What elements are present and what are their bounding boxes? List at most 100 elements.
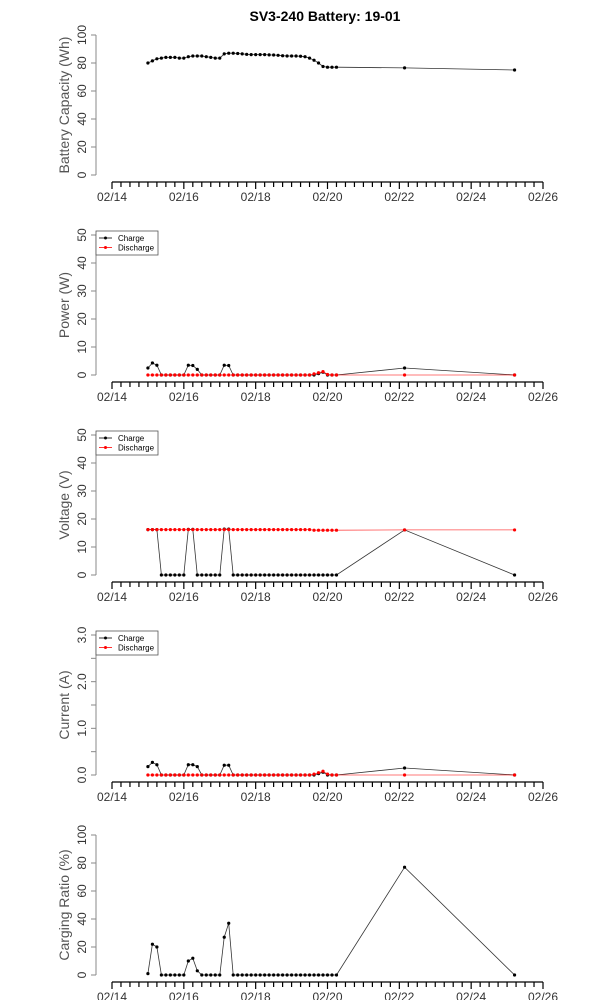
y-tick-label: 20 bbox=[75, 940, 89, 954]
data-point-discharge bbox=[191, 373, 195, 377]
data-point-discharge bbox=[402, 773, 407, 777]
data-point-discharge bbox=[307, 528, 312, 532]
data-point-discharge bbox=[173, 528, 177, 532]
x-tick-label: 02/20 bbox=[312, 390, 342, 404]
data-point-discharge bbox=[213, 373, 217, 377]
y-tick-label: 3.0 bbox=[75, 626, 89, 643]
series-line-ratio bbox=[147, 866, 515, 976]
legend-box bbox=[95, 630, 159, 656]
data-point-discharge bbox=[321, 370, 325, 374]
y-tick-label: 0.0 bbox=[75, 766, 89, 783]
data-point-discharge bbox=[236, 528, 240, 532]
data-point-charge bbox=[276, 573, 280, 577]
data-point-capacity bbox=[168, 55, 172, 60]
data-point-capacity bbox=[298, 54, 303, 58]
data-point-discharge bbox=[289, 773, 294, 777]
data-point-ratio bbox=[289, 973, 294, 977]
data-point-capacity bbox=[231, 51, 235, 55]
data-point-discharge bbox=[254, 528, 258, 532]
data-point-discharge bbox=[307, 373, 312, 377]
data-point-ratio bbox=[195, 969, 199, 973]
data-point-discharge bbox=[164, 773, 168, 777]
data-point-discharge bbox=[303, 373, 307, 377]
data-point-charge bbox=[289, 573, 294, 577]
x-tick-label: 02/24 bbox=[456, 590, 486, 604]
data-point-discharge bbox=[209, 773, 213, 777]
data-point-capacity bbox=[186, 55, 190, 59]
x-tick-label: 02/16 bbox=[169, 590, 199, 604]
data-point-charge bbox=[173, 573, 177, 577]
y-tick-label: 0 bbox=[75, 571, 89, 578]
data-point-charge bbox=[236, 573, 240, 577]
y-tick-label: 0 bbox=[75, 171, 89, 178]
data-point-charge bbox=[227, 763, 231, 767]
data-point-discharge bbox=[227, 528, 231, 532]
data-point-charge bbox=[168, 573, 172, 577]
data-point-ratio bbox=[330, 973, 334, 977]
x-tick-label: 02/14 bbox=[97, 590, 127, 604]
data-point-discharge bbox=[272, 528, 276, 532]
data-point-ratio bbox=[285, 973, 289, 977]
data-point-charge bbox=[191, 363, 195, 368]
data-point-discharge bbox=[236, 773, 240, 777]
data-point-discharge bbox=[195, 773, 199, 777]
data-point-discharge bbox=[294, 773, 298, 777]
data-point-discharge bbox=[334, 373, 339, 377]
data-point-discharge bbox=[330, 773, 334, 777]
data-point-discharge bbox=[222, 373, 226, 377]
data-point-discharge bbox=[191, 528, 195, 532]
data-point-charge bbox=[195, 573, 199, 577]
data-point-discharge bbox=[159, 773, 163, 777]
data-point-charge bbox=[150, 361, 155, 365]
data-point-discharge bbox=[321, 528, 325, 532]
x-tick-label: 02/18 bbox=[241, 190, 271, 204]
data-point-discharge bbox=[285, 373, 289, 377]
data-point-capacity bbox=[159, 56, 163, 60]
data-point-discharge bbox=[218, 528, 222, 532]
data-point-charge bbox=[155, 763, 159, 767]
data-point-charge bbox=[267, 573, 271, 577]
data-point-capacity bbox=[177, 56, 181, 60]
data-point-discharge bbox=[334, 528, 339, 532]
y-tick-label: 40 bbox=[75, 912, 89, 926]
data-point-discharge bbox=[249, 773, 253, 777]
data-point-ratio bbox=[159, 973, 163, 977]
data-point-ratio bbox=[173, 973, 177, 977]
data-point-charge bbox=[321, 573, 325, 577]
x-tick-label: 02/22 bbox=[384, 390, 414, 404]
x-tick-label: 02/26 bbox=[528, 190, 558, 204]
data-point-discharge bbox=[186, 373, 190, 377]
data-point-ratio bbox=[307, 973, 312, 977]
y-tick-label: 20 bbox=[75, 312, 89, 326]
data-point-discharge bbox=[325, 372, 330, 377]
legend-marker-discharge bbox=[104, 246, 107, 249]
data-point-charge bbox=[231, 573, 235, 577]
data-point-discharge bbox=[263, 773, 267, 777]
data-point-ratio bbox=[164, 973, 168, 977]
data-point-discharge bbox=[209, 528, 213, 532]
x-tick-label: 02/14 bbox=[97, 790, 127, 804]
data-point-ratio bbox=[263, 973, 267, 977]
data-point-ratio bbox=[267, 973, 271, 977]
data-point-discharge bbox=[281, 528, 285, 532]
data-point-charge bbox=[159, 573, 163, 577]
data-point-discharge bbox=[245, 528, 249, 532]
y-tick-label: 100 bbox=[75, 25, 89, 45]
data-point-ratio bbox=[236, 973, 240, 977]
data-point-discharge bbox=[316, 528, 321, 532]
x-tick-label: 02/18 bbox=[241, 590, 271, 604]
data-point-discharge bbox=[258, 373, 262, 377]
data-point-discharge bbox=[191, 773, 195, 777]
data-point-discharge bbox=[155, 528, 159, 532]
y-tick-label: 1.0 bbox=[75, 720, 89, 737]
data-point-discharge bbox=[204, 773, 208, 777]
data-point-discharge bbox=[182, 773, 186, 777]
data-point-charge bbox=[254, 573, 258, 577]
y-tick-label: 10 bbox=[75, 540, 89, 554]
data-point-charge bbox=[222, 763, 226, 767]
x-tick-label: 02/16 bbox=[169, 790, 199, 804]
chart-title: SV3-240 Battery: 19-01 bbox=[250, 8, 401, 24]
data-point-discharge bbox=[325, 772, 330, 776]
